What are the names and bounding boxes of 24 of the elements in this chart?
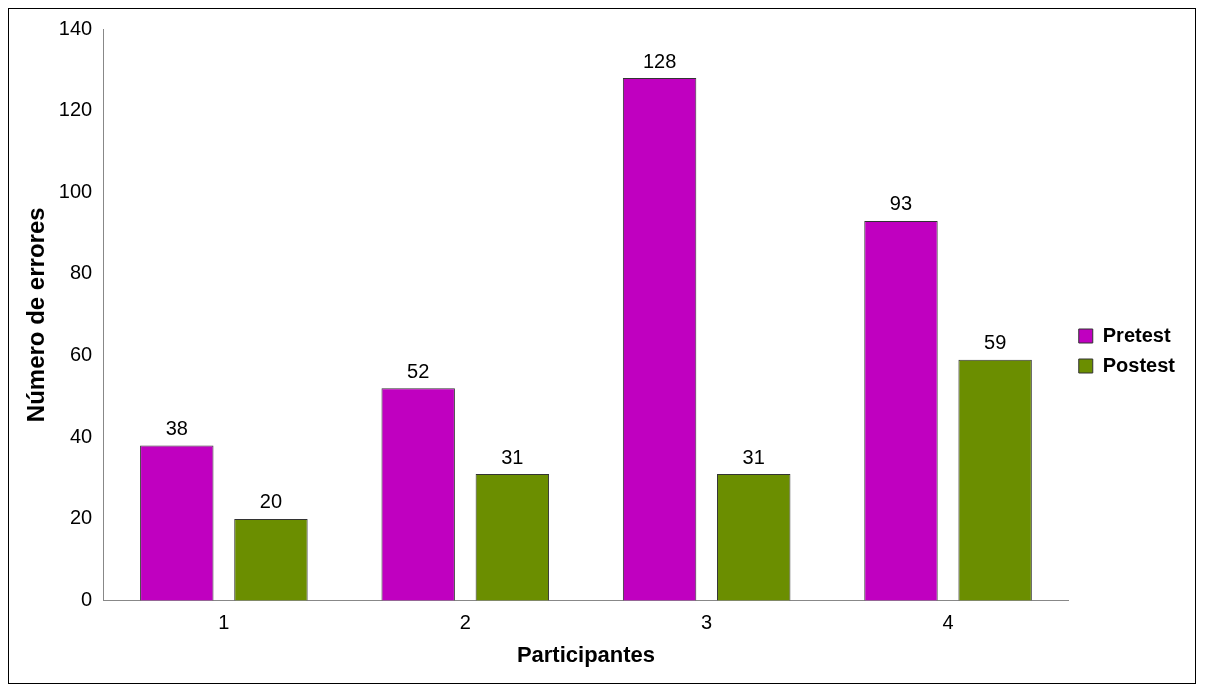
x-axis-title: Participantes bbox=[516, 641, 656, 667]
y-tick-label: 140 bbox=[58, 16, 93, 39]
data-label: 31 bbox=[501, 445, 524, 468]
data-label: 20 bbox=[259, 490, 283, 513]
y-tick-label: 40 bbox=[69, 424, 93, 447]
y-tick-label: 80 bbox=[69, 261, 93, 284]
x-tick-label: 1 bbox=[218, 611, 230, 634]
legend-label: Pretest bbox=[1102, 323, 1171, 346]
y-tick-label: 0 bbox=[81, 588, 93, 611]
y-tick-label: 120 bbox=[58, 98, 93, 121]
y-tick-label: 20 bbox=[69, 506, 93, 529]
data-label: 52 bbox=[407, 359, 430, 382]
data-label: 31 bbox=[742, 445, 765, 468]
x-tick-label: 4 bbox=[942, 611, 954, 634]
data-label: 128 bbox=[642, 49, 677, 72]
x-tick-label: 2 bbox=[459, 611, 471, 634]
legend-label: Postest bbox=[1102, 353, 1176, 376]
y-tick-label: 100 bbox=[58, 179, 93, 202]
y-axis-title: Número de errores bbox=[22, 207, 50, 423]
y-tick-label: 60 bbox=[69, 343, 93, 366]
data-label: 59 bbox=[984, 331, 1007, 354]
data-label: 38 bbox=[165, 416, 188, 439]
data-label: 93 bbox=[889, 192, 913, 215]
x-tick-label: 3 bbox=[701, 611, 713, 634]
